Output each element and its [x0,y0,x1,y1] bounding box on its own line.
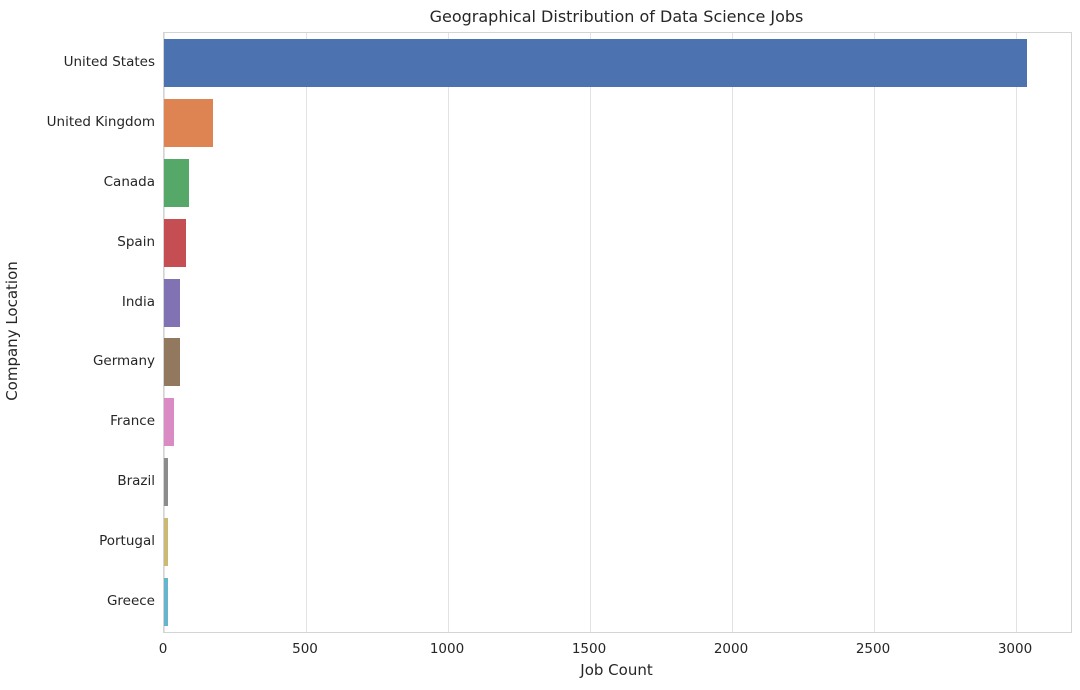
y-tick-label-united-states: United States [63,54,155,70]
gridline-x-0 [164,33,165,632]
bar-canada [164,159,189,207]
y-tick-label-india: India [121,294,155,310]
bar-portugal [164,518,168,566]
gridline-x-2500 [874,33,875,632]
plot-area [163,32,1072,633]
y-tick-label-united-kingdom: United Kingdom [46,114,155,130]
bar-spain [164,219,186,267]
y-tick-label-brazil: Brazil [117,473,155,489]
x-tick-label-3000: 3000 [997,641,1033,657]
x-tick-label-2500: 2500 [855,641,891,657]
gridline-x-1500 [590,33,591,632]
y-tick-label-portugal: Portugal [99,533,155,549]
bar-france [164,398,174,446]
y-tick-label-spain: Spain [117,234,155,250]
bar-united-states [164,39,1027,87]
bar-united-kingdom [164,99,213,147]
x-tick-label-1500: 1500 [571,641,607,657]
y-axis-ticks: United States United Kingdom Canada Spain In… [0,32,163,631]
y-tick-label-greece: Greece [106,593,155,609]
bar-germany [164,338,180,386]
bar-india [164,279,180,327]
gridline-x-3000 [1016,33,1017,632]
gridline-x-500 [306,33,307,632]
y-tick-label-france: France [110,413,155,429]
x-tick-label-500: 500 [292,641,318,657]
y-tick-label-germany: Germany [92,353,155,369]
x-axis-label: Job Count [580,661,653,679]
chart-title: Geographical Distribution of Data Scienc… [429,7,804,26]
bar-greece [164,578,168,626]
bar-brazil [164,458,168,506]
x-tick-label-0: 0 [158,641,168,657]
x-tick-label-2000: 2000 [713,641,749,657]
gridline-x-1000 [448,33,449,632]
x-tick-label-1000: 1000 [429,641,465,657]
y-tick-label-canada: Canada [103,174,155,190]
x-axis-ticks: 0 500 1000 1500 2000 2500 3000 [159,641,1070,659]
gridline-x-2000 [732,33,733,632]
